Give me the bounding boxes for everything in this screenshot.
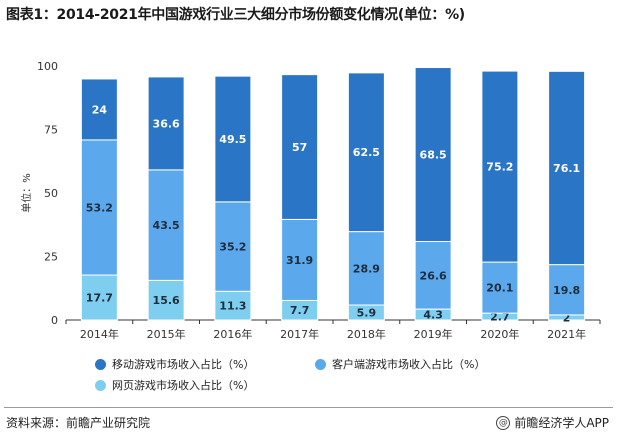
x-tick-label: 2020年 xyxy=(480,327,519,341)
bar-segment xyxy=(481,70,519,263)
footer-divider xyxy=(4,407,613,408)
x-tick-label: 2017年 xyxy=(280,327,319,341)
y-axis-label: 单位：% xyxy=(20,173,33,213)
bar-segment xyxy=(147,279,185,321)
bar-segment xyxy=(281,218,319,301)
bar-segment xyxy=(80,274,118,321)
data-label: 15.6 xyxy=(153,294,180,307)
data-label: 68.5 xyxy=(420,149,447,162)
legend-label-client: 客户端游戏市场收入占比（%） xyxy=(332,358,486,371)
legend-item-client: 客户端游戏市场收入占比（%） xyxy=(315,356,485,372)
data-label: 43.5 xyxy=(153,219,180,232)
data-label: 26.6 xyxy=(420,269,447,282)
data-label: 19.8 xyxy=(553,284,580,297)
legend-swatch-mobile xyxy=(95,358,106,370)
data-label: 20.1 xyxy=(486,282,513,295)
bar-segment xyxy=(147,76,185,171)
legend-label-mobile: 移动游戏市场收入占比（%） xyxy=(112,358,255,371)
data-label: 76.1 xyxy=(553,162,580,175)
legend-item-mobile: 移动游戏市场收入占比（%） xyxy=(95,356,254,372)
y-tick-label: 100 xyxy=(37,60,58,73)
footer: 资料来源：前瞻产业研究院 @ 前瞻经济学人APP xyxy=(0,407,617,441)
bar-segment xyxy=(481,261,519,314)
bar-segment xyxy=(281,74,319,220)
bar-segment xyxy=(347,72,385,233)
legend-item-web: 网页游戏市场收入占比（%） xyxy=(95,377,254,393)
data-label: 24 xyxy=(92,103,108,116)
y-tick-label: 50 xyxy=(44,187,58,200)
x-tick-label: 2018年 xyxy=(347,327,386,341)
at-icon: @ xyxy=(496,415,511,430)
bar-segment xyxy=(80,139,118,276)
data-label: 28.9 xyxy=(353,262,380,275)
data-label: 53.2 xyxy=(86,201,113,214)
data-label: 17.7 xyxy=(86,292,113,305)
y-tick-label: 75 xyxy=(44,124,58,137)
data-label: 2 xyxy=(563,311,571,324)
data-label: 62.5 xyxy=(353,146,380,159)
bar-segment xyxy=(414,67,452,243)
bar-segment xyxy=(214,75,252,203)
data-label: 11.3 xyxy=(219,300,246,313)
data-label: 57 xyxy=(292,141,307,154)
x-tick-label: 2014年 xyxy=(80,327,119,341)
legend-swatch-client xyxy=(315,358,326,370)
y-tick-label: 0 xyxy=(51,314,58,327)
data-label: 35.2 xyxy=(219,241,246,254)
data-label: 49.5 xyxy=(219,133,246,146)
bar-segment xyxy=(80,78,118,141)
x-tick-label: 2016年 xyxy=(213,327,252,341)
stacked-bar-chart: 0 25 50 75 100 单位：% 17.7 53.2 24 2014年 15.6 43.5 36.… xyxy=(20,60,601,341)
bar-segment xyxy=(214,290,252,321)
data-label: 75.2 xyxy=(486,161,513,174)
brand-text: 前瞻经济学人APP xyxy=(514,416,609,430)
x-tick-label: 2019年 xyxy=(414,327,453,341)
x-tick-label: 2015年 xyxy=(147,327,186,341)
data-label: 2.7 xyxy=(490,311,510,324)
bar-segment xyxy=(147,169,185,281)
data-label: 36.6 xyxy=(153,117,180,130)
chart-title: 图表1：2014-2021年中国游戏行业三大细分市场份额变化情况(单位：%) xyxy=(6,7,465,23)
y-tick-label: 25 xyxy=(44,251,58,264)
data-label: 7.7 xyxy=(290,304,310,317)
legend-label-web: 网页游戏市场收入占比（%） xyxy=(112,379,255,392)
data-label: 5.9 xyxy=(357,307,377,320)
data-label: 4.3 xyxy=(423,309,443,322)
legend-swatch-web xyxy=(95,379,106,391)
x-tick-label: 2021年 xyxy=(547,327,586,341)
brand-credit: @ 前瞻经济学人APP xyxy=(496,414,609,431)
source-note: 资料来源：前瞻产业研究院 xyxy=(6,416,151,430)
bar-segment xyxy=(548,264,586,316)
bar-segment xyxy=(548,70,586,266)
data-label: 31.9 xyxy=(286,254,313,267)
bar-segment xyxy=(414,241,452,310)
